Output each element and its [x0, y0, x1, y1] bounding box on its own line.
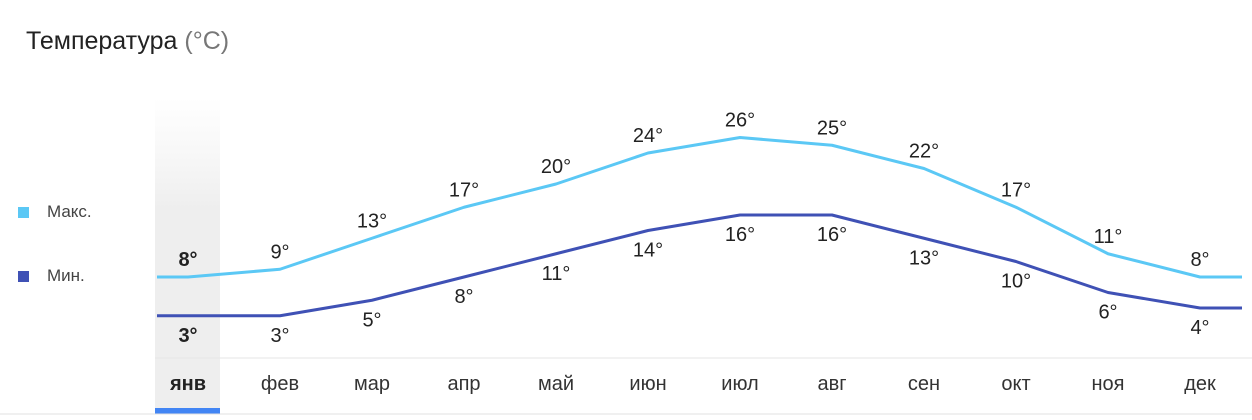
series-line-min [157, 213, 1242, 318]
data-label-min: 8° [454, 286, 473, 308]
selected-month-indicator [155, 408, 220, 414]
month-tick[interactable]: янв [169, 373, 206, 395]
data-label-min: 5° [362, 309, 381, 331]
month-tick[interactable]: июн [629, 373, 666, 395]
month-tick[interactable]: сен [908, 373, 940, 395]
data-label-min: 16° [725, 224, 755, 246]
data-label-min: 3° [178, 325, 197, 347]
chart-title-unit: (°C) [184, 27, 230, 55]
data-label-min: 3° [270, 325, 289, 347]
data-label-max: 13° [357, 210, 387, 232]
legend-label-max: Макс. [47, 202, 92, 221]
data-label-max: 17° [1001, 179, 1031, 201]
month-tick[interactable]: ноя [1092, 373, 1125, 395]
data-label-max: 8° [1190, 249, 1209, 271]
legend-swatch-min [18, 270, 29, 282]
data-label-max: 8° [178, 249, 197, 271]
month-tick[interactable]: апр [447, 373, 480, 395]
data-label-max: 24° [633, 125, 663, 147]
legend-label-min: Мин. [47, 266, 85, 285]
month-tick[interactable]: май [538, 373, 574, 395]
data-label-min: 13° [909, 247, 939, 269]
data-label-max: 9° [270, 241, 289, 263]
month-tick[interactable]: мар [354, 373, 390, 395]
chart-title-text: Температура [26, 27, 178, 55]
selected-month-highlight [155, 98, 220, 414]
month-tick[interactable]: дек [1184, 373, 1216, 395]
chart-title: Температура (°C) [26, 27, 229, 56]
data-label-max: 17° [449, 179, 479, 201]
data-label-min: 4° [1190, 317, 1209, 339]
data-label-min: 14° [633, 240, 663, 262]
month-tick[interactable]: окт [1001, 373, 1030, 395]
month-tick[interactable]: авг [817, 373, 846, 395]
legend-swatch-max [18, 206, 29, 218]
data-label-min: 10° [1001, 271, 1031, 293]
data-label-max: 22° [909, 141, 939, 163]
series-line-max [157, 136, 1242, 279]
data-label-max: 25° [817, 117, 847, 139]
data-label-max: 26° [725, 110, 755, 132]
data-label-max: 20° [541, 156, 571, 178]
legend-item-min: Мин. [18, 266, 85, 286]
legend-item-max: Макс. [18, 202, 92, 222]
data-label-min: 6° [1098, 302, 1117, 324]
month-tick[interactable]: фев [261, 373, 299, 395]
month-tick[interactable]: июл [721, 373, 758, 395]
data-label-min: 16° [817, 224, 847, 246]
data-label-max: 11° [1094, 226, 1123, 248]
data-label-min: 11° [542, 263, 571, 285]
